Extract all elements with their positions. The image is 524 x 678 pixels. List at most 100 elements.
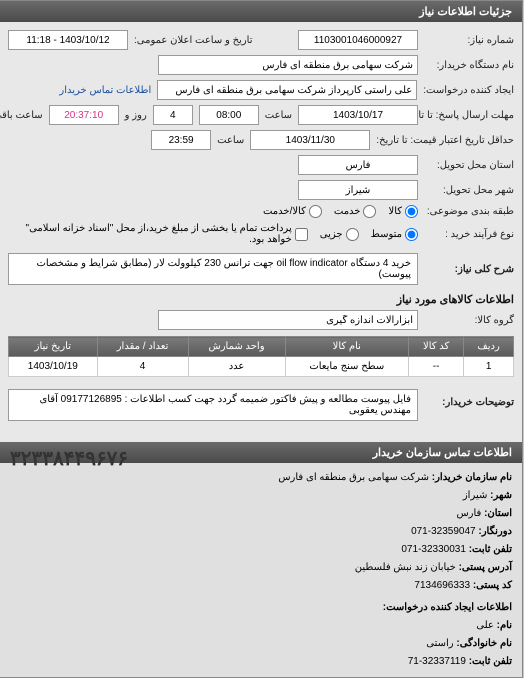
row-process: نوع فرآیند خرید : متوسط جزیی پرداخت تمام… <box>9 223 515 245</box>
contact-fax: 32359047-071 <box>412 526 477 537</box>
radio-khadmat-input[interactable] <box>364 205 377 218</box>
radio-kala[interactable]: کالا <box>389 205 419 218</box>
contact-province-label: استان: <box>485 508 513 519</box>
row-city: شهر محل تحویل: <box>9 180 515 200</box>
contact-city-label: شهر: <box>491 490 513 501</box>
contact-address-label: آدرس پستی: <box>460 562 513 573</box>
need-title-box: خرید 4 دستگاه oil flow indicator جهت ترا… <box>9 253 419 285</box>
radio-motavasset-input[interactable] <box>406 228 419 241</box>
buyer-org-input[interactable] <box>159 55 419 75</box>
details-panel: جزئیات اطلاعات نیاز شماره نیاز: تاریخ و … <box>0 0 524 678</box>
creator-label: ایجاد کننده درخواست: <box>424 85 515 96</box>
requester-name-row: نام: علی <box>11 617 513 635</box>
group-input[interactable] <box>159 310 419 330</box>
time-label-2: ساعت <box>218 135 245 146</box>
price-validity-time-input[interactable] <box>152 130 212 150</box>
row-buyer-org: نام دستگاه خریدار: <box>9 55 515 75</box>
requester-section: اطلاعات ایجاد کننده درخواست: <box>11 599 513 617</box>
requester-name-label: نام: <box>498 620 513 631</box>
province-label: استان محل تحویل: <box>425 160 515 171</box>
remaining-days-input[interactable] <box>154 105 194 125</box>
row-group: گروه کالا: <box>9 310 515 330</box>
group-label: گروه کالا: <box>425 315 515 326</box>
panel-body: شماره نیاز: تاریخ و ساعت اعلان عمومی: نا… <box>1 22 523 434</box>
explain-box: فایل پیوست مطالعه و پیش فاکتور ضمیمه گرد… <box>9 389 419 421</box>
contact-postal-label: کد پستی: <box>474 580 513 591</box>
td-name: سطح سنج مایعات <box>286 357 410 377</box>
buyer-contact-link[interactable]: اطلاعات تماس خریدار <box>60 85 152 96</box>
contact-address-row: آدرس پستی: خیابان زند نبش فلسطین <box>11 559 513 577</box>
td-row: 1 <box>465 357 515 377</box>
explain-label: توضیحات خریدار: <box>425 397 515 408</box>
radio-kalakhadmat-input[interactable] <box>310 205 323 218</box>
day-and-label: روز و <box>126 110 148 121</box>
contact-header: اطلاعات تماس سازمان خریدار ۳۲۳۳۸۴۴۹۶۷۶ <box>1 442 523 463</box>
row-need-title: شرح کلی نیاز: خرید 4 دستگاه oil flow ind… <box>9 253 515 285</box>
public-announce-label: تاریخ و ساعت اعلان عمومی: <box>135 35 254 46</box>
row-price-validity: حداقل تاریخ اعتبار قیمت: تا تاریخ: ساعت <box>9 130 515 150</box>
radio-motavasset[interactable]: متوسط <box>372 228 419 241</box>
table-header-row: ردیف کد کالا نام کالا واحد شمارش تعداد /… <box>10 337 515 357</box>
need-title-label: شرح کلی نیاز: <box>425 264 515 275</box>
remaining-time-input[interactable] <box>50 105 120 125</box>
time-label-1: ساعت <box>266 110 293 121</box>
contact-header-title: اطلاعات تماس سازمان خریدار <box>374 447 513 459</box>
requester-family-label: نام خانوادگی: <box>457 638 513 649</box>
deadline-date-input[interactable] <box>299 105 419 125</box>
contact-fax-label: دورنگار: <box>479 526 513 537</box>
row-deadline: مهلت ارسال پاسخ: تا تاریخ: ساعت روز و سا… <box>9 105 515 125</box>
contact-postal: 7134696333 <box>415 580 471 591</box>
price-validity-date-input[interactable] <box>251 130 371 150</box>
process-label: نوع فرآیند خرید : <box>425 229 515 240</box>
radio-khadmat[interactable]: خدمت <box>335 205 378 218</box>
requester-phone-row: تلفن ثابت: 32337119-71 <box>11 653 513 671</box>
row-explain: توضیحات خریدار: فایل پیوست مطالعه و پیش … <box>9 383 515 421</box>
process-radio-group: متوسط جزیی پرداخت تمام یا بخشی از مبلغ خ… <box>9 223 419 245</box>
td-qty: 4 <box>98 357 189 377</box>
buyer-org-label: نام دستگاه خریدار: <box>425 60 515 71</box>
radio-kalakhadmat-label: کالا/خدمت <box>264 206 307 217</box>
row-province: استان محل تحویل: <box>9 155 515 175</box>
contact-phone: 32330031-071 <box>402 544 467 555</box>
public-announce-input[interactable] <box>9 30 129 50</box>
contact-city-row: شهر: شیراز <box>11 487 513 505</box>
radio-kala-input[interactable] <box>406 205 419 218</box>
radio-jozi-label: جزیی <box>321 229 344 240</box>
deadline-label: مهلت ارسال پاسخ: تا تاریخ: <box>425 110 515 121</box>
contact-postal-row: کد پستی: 7134696333 <box>11 577 513 595</box>
request-number-input[interactable] <box>299 30 419 50</box>
creator-input[interactable] <box>158 80 418 100</box>
request-number-label: شماره نیاز: <box>425 35 515 46</box>
th-unit: واحد شمارش <box>189 337 286 357</box>
radio-kalakhadmat[interactable]: کالا/خدمت <box>264 205 323 218</box>
row-category: طبقه بندی موضوعی: کالا خدمت کالا/خدمت <box>9 205 515 218</box>
deadline-time-input[interactable] <box>200 105 260 125</box>
radio-jozi-input[interactable] <box>347 228 360 241</box>
contact-org: شرکت سهامی برق منطقه ای فارس <box>279 472 430 483</box>
contact-phone-row: تلفن ثابت: 32330031-071 <box>11 541 513 559</box>
contact-province-row: استان: فارس <box>11 505 513 523</box>
radio-jozi[interactable]: جزیی <box>321 228 360 241</box>
city-input[interactable] <box>299 180 419 200</box>
category-label: طبقه بندی موضوعی: <box>425 206 515 217</box>
requester-name: علی <box>477 620 495 631</box>
province-input[interactable] <box>299 155 419 175</box>
contact-province: فارس <box>457 508 482 519</box>
requester-family: راستی <box>427 638 454 649</box>
contact-phone-label: تلفن ثابت: <box>470 544 513 555</box>
remaining-label: ساعت باقی مانده <box>0 110 44 121</box>
row-request-number: شماره نیاز: تاریخ و ساعت اعلان عمومی: <box>9 30 515 50</box>
contact-big-number: ۳۲۳۳۸۴۴۹۶۷۶ <box>11 446 129 471</box>
td-date: 1403/10/19 <box>10 357 99 377</box>
row-creator: ایجاد کننده درخواست: اطلاعات تماس خریدار <box>9 80 515 100</box>
th-code: کد کالا <box>410 337 465 357</box>
radio-khadmat-label: خدمت <box>335 206 362 217</box>
contact-address: خیابان زند نبش فلسطین <box>356 562 457 573</box>
price-validity-label: حداقل تاریخ اعتبار قیمت: تا تاریخ: <box>377 135 515 146</box>
checkbox-payment[interactable]: پرداخت تمام یا بخشی از مبلغ خرید،از محل … <box>9 223 309 245</box>
th-date: تاریخ نیاز <box>10 337 99 357</box>
th-qty: تعداد / مقدار <box>98 337 189 357</box>
th-name: نام کالا <box>286 337 410 357</box>
checkbox-payment-input[interactable] <box>296 228 309 241</box>
category-radio-group: کالا خدمت کالا/خدمت <box>264 205 419 218</box>
